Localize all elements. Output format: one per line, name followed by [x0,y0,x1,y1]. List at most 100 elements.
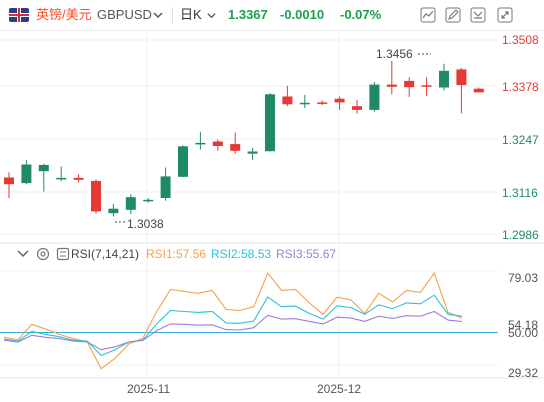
candle-body [160,176,171,198]
candle[interactable] [299,95,310,108]
rsi-header: RSI(7,14,21) RSI1:57.56 RSI2:58.53 RSI3:… [0,245,544,265]
candle[interactable] [4,172,14,198]
candle-body [4,177,14,185]
candle[interactable] [212,139,223,151]
candle-body [404,80,415,88]
candle-body [456,69,467,85]
candle-body [178,146,188,177]
candle[interactable] [282,85,293,107]
candle-body [143,199,154,202]
candle-body [352,106,362,110]
indicator-icon[interactable] [56,247,70,261]
candle-body [21,164,32,184]
price-axis: 1.3508 1.3378 1.3247 1.3116 1.2986 [502,33,539,242]
rsi-axis-label: 50.00 [508,326,538,340]
candle[interactable] [386,60,397,95]
candle[interactable] [421,77,432,96]
candle-body [369,84,380,110]
rsi-label: RSI(7,14,21) [71,247,140,261]
divider [172,7,173,23]
candle[interactable] [73,174,84,183]
candle[interactable] [108,203,119,217]
rsi2-value: RSI2:58.53 [211,247,272,261]
rsi3-value: RSI3:55.67 [276,247,337,261]
candle-body [108,208,119,214]
price-change-percent: -0.07% [340,7,382,22]
candle-body [247,151,258,154]
candle-body [386,84,397,87]
candle[interactable] [38,163,49,192]
candle[interactable] [352,99,362,114]
chevron-down-icon[interactable] [153,10,163,20]
rsi-axis-label: 79.03 [508,271,538,285]
candle[interactable] [369,82,380,112]
price-axis-label: 1.3247 [502,133,539,147]
drawing-tool-icon[interactable] [420,7,436,23]
candle[interactable] [473,87,484,93]
candle[interactable] [91,179,101,214]
candle[interactable] [143,198,154,203]
pair-name[interactable]: 英镑/美元 [36,7,92,22]
rsi2-line [3,294,463,357]
price-axis-label: 1.2986 [502,228,539,242]
low-label: 1.3038 [127,217,164,231]
low-annotation: 1.3038 [115,217,164,231]
last-price: 1.3367 [228,7,268,22]
candle-body [473,88,484,93]
time-axis-label: 2025-12 [317,382,361,396]
candle-body [195,142,206,145]
price-change: -0.0010 [280,7,325,22]
chart-type-icon[interactable] [470,7,486,23]
candle[interactable] [21,160,32,185]
rsi1-value: RSI1:57.56 [146,247,207,261]
price-axis-label: 1.3116 [502,186,538,200]
candle[interactable] [247,147,258,160]
candle-body [38,164,49,172]
price-axis-label: 1.3508 [502,33,539,47]
candle-body [91,180,101,212]
period-selector[interactable]: 日K [180,7,202,22]
candle-body [212,141,223,146]
price-axis-label: 1.3378 [502,80,539,94]
candle[interactable] [56,166,67,182]
candle[interactable] [195,131,206,150]
pen-icon[interactable] [445,7,461,23]
candle[interactable] [230,132,241,154]
gbp-flag-icon [9,8,29,22]
candle-body [299,102,310,105]
candle[interactable] [125,194,136,214]
rsi-axis-label: 54.18 [508,318,538,332]
symbol-code[interactable]: GBPUSD [97,7,152,22]
candle[interactable] [334,96,345,110]
candle-body [125,197,136,210]
candles-layer [4,60,484,217]
rsi-axis: 79.03 54.18 50.00 29.32 [508,271,538,380]
candle[interactable] [439,63,449,91]
rsi-axis-label: 29.32 [508,366,538,380]
high-annotation: 1.3456 [376,47,431,61]
candle-body [230,144,241,151]
gear-icon[interactable] [36,247,50,261]
grid [0,30,498,378]
candle[interactable] [456,67,467,114]
chevron-down-icon[interactable] [16,248,30,260]
candle[interactable] [317,100,328,105]
candle-body [317,102,328,104]
candle-body [334,98,345,103]
candle-body [73,177,84,180]
candle-body [421,85,432,87]
candle-body [265,94,275,152]
high-label: 1.3456 [376,47,413,61]
expand-icon[interactable] [497,7,513,23]
candle[interactable] [404,77,415,97]
chart-header: 英镑/美元 GBPUSD 日K 1.3367 -0.0010 -0.07% [0,0,544,31]
rsi-layer [0,272,498,370]
candle[interactable] [160,167,171,201]
chevron-down-icon[interactable] [207,11,216,20]
rsi3-line [3,310,463,351]
candle-body [282,96,293,105]
candle-body [56,177,67,180]
candle[interactable] [178,145,188,178]
candle[interactable] [265,93,275,152]
